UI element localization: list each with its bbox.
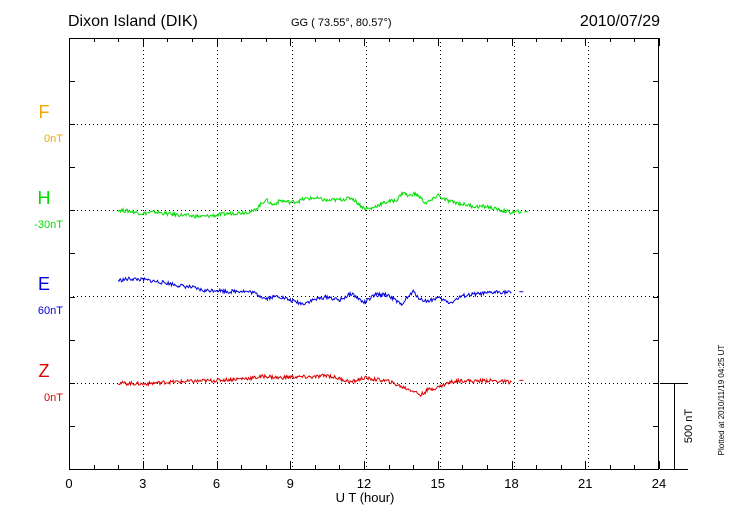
x-tick-label: 12 — [357, 476, 371, 491]
plot-frame — [69, 38, 659, 470]
y-tick-marks — [69, 81, 659, 470]
scale-bar-label: 500 nT — [683, 409, 695, 444]
component-name-z: Z — [39, 361, 50, 381]
station-title: Dixon Island (DIK) — [68, 13, 198, 30]
x-tick-label: 9 — [287, 476, 294, 491]
x-tick-marks — [69, 38, 660, 469]
station-coordinates: GG ( 73.55°, 80.57°) — [291, 17, 392, 29]
x-tick-label: 6 — [213, 476, 220, 491]
x-tick-label: 15 — [431, 476, 445, 491]
component-name-f: F — [39, 102, 50, 122]
component-offset-e: 60nT — [38, 305, 63, 317]
trace-z — [117, 373, 512, 398]
trace-h — [117, 190, 522, 219]
component-name-h: H — [38, 188, 51, 208]
component-name-e: E — [38, 274, 50, 294]
x-tick-labels: 0 3 6 9 12 15 18 21 24 — [65, 476, 666, 491]
x-axis-label: U T (hour) — [336, 490, 395, 505]
x-tick-label: 0 — [65, 476, 72, 491]
grid — [69, 38, 659, 469]
data-traces — [117, 190, 529, 398]
scale-bar — [660, 383, 688, 470]
x-tick-label: 24 — [652, 476, 666, 491]
plotted-at-note: Plotted at 2010/11/19 04:25 UT — [717, 345, 726, 456]
x-tick-label: 3 — [139, 476, 146, 491]
component-labels: F 0nT H -30nT E 60nT Z 0nT — [34, 102, 63, 404]
component-offset-z: 0nT — [44, 392, 63, 404]
trace-e — [117, 276, 512, 307]
x-tick-label: 18 — [504, 476, 518, 491]
x-tick-label: 21 — [578, 476, 592, 491]
component-offset-f: 0nT — [44, 133, 63, 145]
component-offset-h: -30nT — [34, 219, 63, 231]
date-label: 2010/07/29 — [580, 13, 660, 30]
